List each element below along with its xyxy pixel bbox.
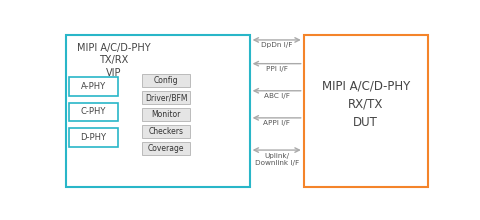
Text: D-PHY: D-PHY: [81, 133, 107, 142]
Text: Checkers: Checkers: [148, 127, 183, 136]
Bar: [69, 103, 118, 121]
Bar: [142, 74, 190, 87]
Bar: [142, 91, 190, 104]
Text: DpDn I/F: DpDn I/F: [261, 42, 293, 48]
Text: MIPI A/C/D-PHY: MIPI A/C/D-PHY: [322, 79, 410, 92]
Text: DUT: DUT: [353, 116, 378, 129]
Text: C-PHY: C-PHY: [81, 107, 106, 116]
Text: VIP: VIP: [106, 68, 122, 78]
Bar: [69, 128, 118, 147]
Text: TX/RX: TX/RX: [99, 55, 129, 65]
Text: A-PHY: A-PHY: [81, 82, 106, 91]
Bar: [304, 35, 428, 187]
Text: Monitor: Monitor: [151, 110, 180, 119]
Text: PPI I/F: PPI I/F: [266, 66, 288, 72]
Text: RX/TX: RX/TX: [348, 98, 384, 111]
Text: Uplink/
Downlink I/F: Uplink/ Downlink I/F: [255, 153, 299, 166]
Text: ABC I/F: ABC I/F: [264, 93, 290, 99]
Bar: [142, 125, 190, 138]
Text: Driver/BFM: Driver/BFM: [145, 93, 187, 102]
Bar: [142, 108, 190, 121]
Text: Config: Config: [154, 76, 179, 85]
Text: APPI I/F: APPI I/F: [264, 120, 290, 126]
Bar: [142, 142, 190, 155]
Bar: [69, 77, 118, 96]
Text: Coverage: Coverage: [148, 144, 184, 153]
Text: MIPI A/C/D-PHY: MIPI A/C/D-PHY: [77, 43, 151, 53]
Bar: [66, 35, 250, 187]
